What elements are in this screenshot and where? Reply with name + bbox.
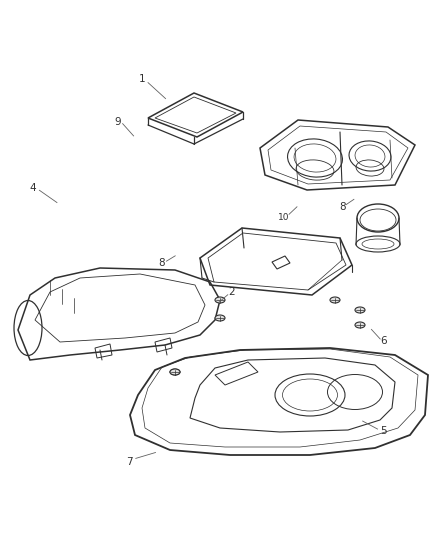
Text: 2: 2 <box>228 287 235 297</box>
Ellipse shape <box>215 297 225 303</box>
Text: 8: 8 <box>158 258 165 268</box>
Text: 4: 4 <box>29 183 36 192</box>
Text: 5: 5 <box>380 426 387 435</box>
Text: 8: 8 <box>339 202 346 212</box>
Text: 7: 7 <box>126 457 133 466</box>
Text: 1: 1 <box>139 74 146 84</box>
Ellipse shape <box>215 315 225 321</box>
Ellipse shape <box>170 369 180 375</box>
Ellipse shape <box>355 322 365 328</box>
Text: 10: 10 <box>278 213 290 222</box>
Ellipse shape <box>330 297 340 303</box>
Ellipse shape <box>355 307 365 313</box>
Ellipse shape <box>170 369 180 375</box>
Text: 9: 9 <box>114 117 121 126</box>
Text: 6: 6 <box>380 336 387 346</box>
